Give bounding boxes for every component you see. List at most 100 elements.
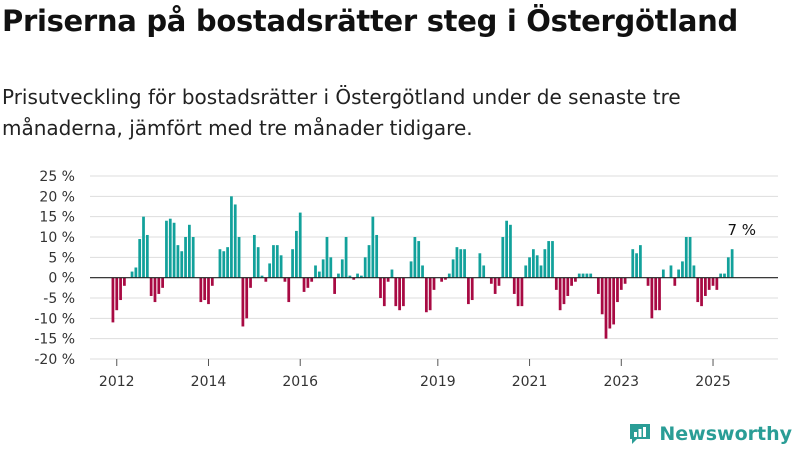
bar — [581, 273, 585, 278]
bar — [447, 273, 451, 278]
bar — [608, 277, 612, 329]
bar — [646, 277, 650, 286]
bar — [505, 220, 508, 278]
y-tick-label: 25 % — [39, 169, 75, 185]
bar — [218, 249, 222, 278]
bar — [119, 277, 122, 301]
bar — [145, 234, 149, 278]
bar — [730, 249, 734, 278]
bar — [134, 267, 138, 278]
bar — [252, 234, 256, 278]
bar — [344, 237, 348, 278]
bar — [172, 222, 176, 278]
bar — [130, 271, 134, 278]
gridlines — [90, 175, 778, 360]
bar — [692, 265, 696, 278]
bar — [111, 277, 115, 323]
bar — [604, 277, 608, 339]
y-tick-label: 10 % — [39, 230, 75, 246]
chart-title: Priserna på bostadsrätter steg i Östergö… — [2, 4, 738, 38]
bar — [493, 277, 497, 294]
bar — [723, 273, 726, 278]
bar — [509, 224, 512, 278]
y-axis-labels: 25 % 20 % 15 % 10 % 5 % 0 % -5 % -10 % -15 % -20 … — [34, 169, 75, 368]
bar — [157, 277, 161, 294]
bar — [459, 249, 463, 278]
bar — [210, 277, 214, 286]
bar — [233, 204, 237, 278]
bar — [161, 277, 164, 288]
bar — [554, 277, 558, 290]
bar — [191, 237, 195, 278]
bar — [585, 273, 589, 278]
bar — [570, 277, 573, 286]
bar — [440, 277, 444, 282]
bar — [478, 253, 482, 278]
bar — [237, 237, 241, 278]
bar — [673, 277, 677, 286]
bar — [402, 277, 405, 307]
bar — [199, 277, 203, 303]
bar — [574, 277, 577, 282]
bar — [291, 249, 294, 278]
chart-subtitle: Prisutveckling för bostadsrätter i Öster… — [2, 85, 681, 140]
y-tick-label: 0 % — [48, 271, 75, 287]
bar — [577, 273, 581, 278]
bar — [287, 277, 291, 303]
bar — [455, 247, 459, 278]
y-tick-label: 15 % — [39, 210, 75, 226]
x-tick-label: 2023 — [603, 374, 639, 390]
bar — [497, 277, 501, 286]
bar — [512, 277, 516, 294]
newsworthy-logo-icon — [630, 424, 651, 444]
bar — [432, 277, 436, 290]
bar — [138, 239, 142, 278]
bar — [142, 216, 145, 278]
bar — [363, 257, 367, 278]
bar — [310, 277, 314, 282]
bar — [168, 218, 172, 278]
bar — [314, 265, 317, 278]
bar — [207, 277, 210, 305]
bar — [375, 234, 379, 278]
bar — [268, 263, 272, 278]
bar — [467, 277, 470, 305]
bar — [272, 245, 275, 278]
bar — [325, 237, 329, 278]
bar — [650, 277, 654, 319]
bar — [623, 277, 627, 284]
bar — [688, 237, 692, 278]
bar — [306, 277, 310, 288]
y-tick-label: -15 % — [34, 332, 75, 348]
bar — [558, 277, 562, 311]
bar — [547, 241, 551, 278]
bar — [681, 261, 684, 278]
bar — [279, 255, 283, 278]
last-value-annotation: 7 % — [727, 221, 756, 239]
bar — [501, 237, 505, 278]
bar — [367, 245, 371, 278]
bar — [715, 277, 719, 290]
bar — [428, 277, 432, 311]
bar — [528, 257, 531, 278]
brand-name: Newsworthy — [659, 423, 792, 445]
bar — [394, 277, 398, 307]
bar — [283, 277, 287, 282]
bar — [379, 277, 382, 298]
bar — [176, 245, 180, 278]
x-tick-label: 2019 — [420, 374, 456, 390]
bar — [619, 277, 623, 290]
y-tick-label: -10 % — [34, 311, 75, 327]
bar — [264, 277, 268, 282]
bar — [684, 237, 688, 278]
bar — [669, 265, 673, 278]
y-tick-label: -5 % — [43, 291, 75, 307]
bar — [222, 251, 226, 278]
bar — [360, 275, 363, 278]
bar — [451, 259, 455, 278]
x-tick-label: 2016 — [282, 374, 318, 390]
bar — [516, 277, 520, 307]
bar — [696, 277, 700, 303]
bar — [188, 224, 191, 278]
